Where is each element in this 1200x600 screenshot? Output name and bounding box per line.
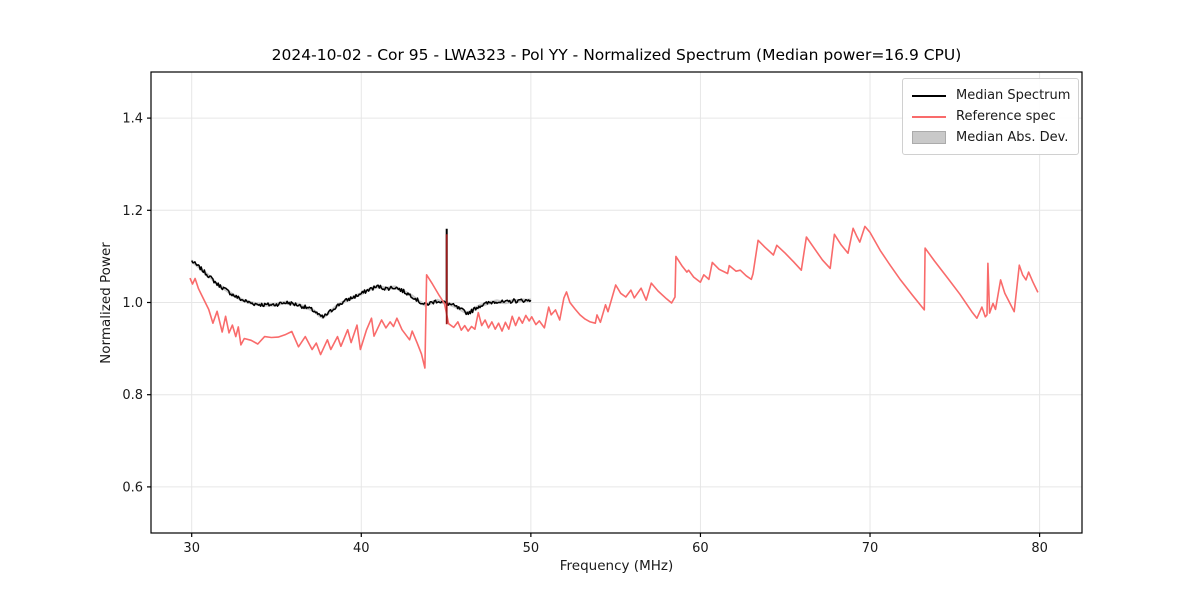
legend-line-swatch-median	[912, 94, 946, 97]
legend-label: Reference spec	[956, 109, 1056, 124]
legend-label: Median Abs. Dev.	[956, 130, 1069, 145]
legend-patch-swatch-mad	[912, 131, 946, 144]
x-tick-label: 50	[523, 541, 540, 556]
y-axis-label: Normalized Power	[98, 242, 114, 364]
x-tick-label: 70	[862, 541, 879, 556]
legend-line-swatch-reference	[912, 115, 946, 118]
x-tick-label: 40	[353, 541, 370, 556]
y-tick-label: 1.0	[122, 296, 143, 311]
legend: Median Spectrum Reference spec Median Ab…	[902, 78, 1079, 155]
x-tick-label: 60	[692, 541, 709, 556]
y-tick-label: 1.4	[122, 112, 143, 127]
y-tick-label: 1.2	[122, 204, 143, 219]
x-tick-label: 80	[1031, 541, 1048, 556]
y-tick-label: 0.8	[122, 388, 143, 403]
y-tick-label: 0.6	[122, 480, 143, 495]
x-axis-label: Frequency (MHz)	[559, 558, 674, 574]
legend-item-median-abs-dev: Median Abs. Dev.	[912, 127, 1069, 148]
chart-title: 2024-10-02 - Cor 95 - LWA323 - Pol YY - …	[271, 46, 962, 64]
median-spectrum-line	[191, 260, 532, 319]
legend-item-median-spectrum: Median Spectrum	[912, 85, 1071, 106]
legend-label: Median Spectrum	[956, 88, 1071, 103]
legend-item-reference-spec: Reference spec	[912, 106, 1069, 127]
x-tick-label: 30	[183, 541, 200, 556]
reference-spec-line	[189, 225, 1039, 369]
